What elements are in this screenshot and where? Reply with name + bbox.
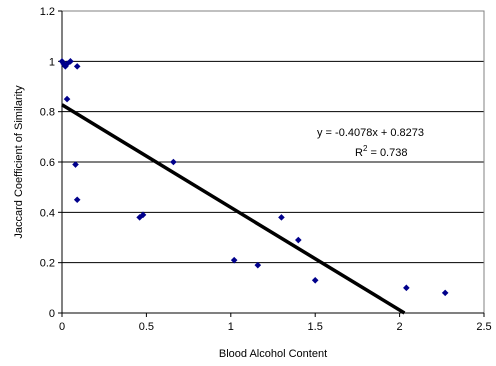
- tick-labels: 0 0.2 0.4 0.6 0.8 1 1.2 0 0.5 1 1.5 2 2.5: [40, 6, 492, 333]
- data-point: [295, 236, 302, 244]
- x-tick-label: 1: [228, 321, 234, 333]
- r2-symbol: R: [355, 147, 363, 159]
- r2-superscript: 2: [363, 144, 368, 153]
- y-tick-label: 1: [49, 56, 55, 68]
- y-axis-title: Jaccard Coefficient of Similarity: [13, 85, 25, 239]
- data-point: [72, 161, 79, 168]
- data-point: [278, 214, 285, 221]
- data-point: [230, 256, 238, 264]
- data-point: [63, 95, 71, 103]
- x-axis-title: Blood Alcohol Content: [219, 348, 327, 360]
- data-point: [73, 63, 81, 70]
- data-point: [311, 276, 319, 284]
- data-point: [170, 158, 177, 166]
- x-tick-label: 1.5: [308, 321, 323, 333]
- axes: [58, 10, 485, 317]
- y-tick-label: 0.2: [40, 258, 55, 270]
- x-tick-label: 0.5: [139, 321, 154, 333]
- data-point: [403, 284, 410, 292]
- linear-trendline: [61, 103, 406, 315]
- data-points: [58, 58, 449, 297]
- y-tick-label: 0: [49, 308, 55, 320]
- y-tick-label: 0.8: [40, 107, 55, 119]
- data-point: [441, 289, 449, 297]
- r2-value: = 0.738: [367, 147, 407, 159]
- y-tick-label: 1.2: [40, 6, 55, 18]
- data-point: [139, 211, 147, 219]
- r-squared-label: R2 = 0.738: [355, 144, 407, 159]
- data-point: [73, 196, 81, 204]
- y-tick-label: 0.4: [40, 207, 55, 219]
- x-tick-label: 2: [397, 321, 403, 333]
- y-tick-label: 0.6: [40, 157, 55, 169]
- trendline-equation: y = -0.4078x + 0.8273: [317, 127, 424, 139]
- data-point: [67, 58, 74, 65]
- x-tick-label: 2.5: [476, 321, 491, 333]
- data-point: [254, 261, 262, 269]
- x-tick-label: 0: [59, 321, 65, 333]
